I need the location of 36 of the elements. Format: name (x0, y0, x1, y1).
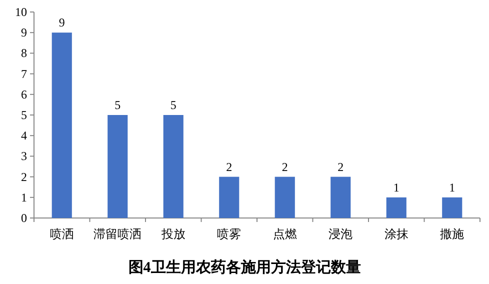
x-tick-label: 点燃 (272, 227, 297, 241)
data-label: 2 (282, 160, 288, 174)
data-label: 5 (170, 98, 176, 112)
bar (219, 176, 240, 218)
x-tick-label: 喷雾 (217, 227, 242, 241)
x-tick-label: 滞留喷洒 (94, 227, 142, 241)
y-tick-label: 8 (21, 46, 27, 60)
x-tick-label: 涂抹 (384, 227, 408, 241)
bar (442, 197, 462, 218)
x-tick-label: 投放 (160, 227, 186, 241)
y-tick-label: 2 (21, 170, 27, 184)
y-tick-label: 0 (21, 211, 27, 225)
y-tick-label: 9 (21, 26, 27, 40)
x-tick-label: 喷洒 (50, 227, 74, 241)
bar (386, 197, 406, 218)
x-tick-label: 浸泡 (328, 227, 353, 241)
data-label: 9 (58, 16, 65, 30)
data-label: 5 (114, 98, 121, 112)
y-tick-label: 5 (21, 108, 27, 122)
data-label: 1 (393, 180, 400, 194)
text: 图4卫生用农药各施用方法登记数量 (128, 258, 361, 276)
data-label: 2 (338, 160, 344, 174)
x-tick-label: 撒施 (440, 227, 464, 241)
y-tick-label: 3 (21, 149, 27, 164)
bar (274, 176, 295, 218)
y-tick-label: 10 (15, 5, 27, 19)
y-tick-label: 4 (21, 128, 27, 143)
data-label: 1 (449, 180, 456, 194)
y-tick-label: 6 (21, 87, 27, 102)
bar (163, 115, 184, 218)
bar (52, 32, 72, 218)
bar (330, 176, 351, 218)
bar (108, 115, 128, 218)
y-tick-label: 1 (21, 190, 27, 204)
y-tick-label: 7 (21, 66, 27, 81)
data-label: 2 (226, 160, 232, 174)
